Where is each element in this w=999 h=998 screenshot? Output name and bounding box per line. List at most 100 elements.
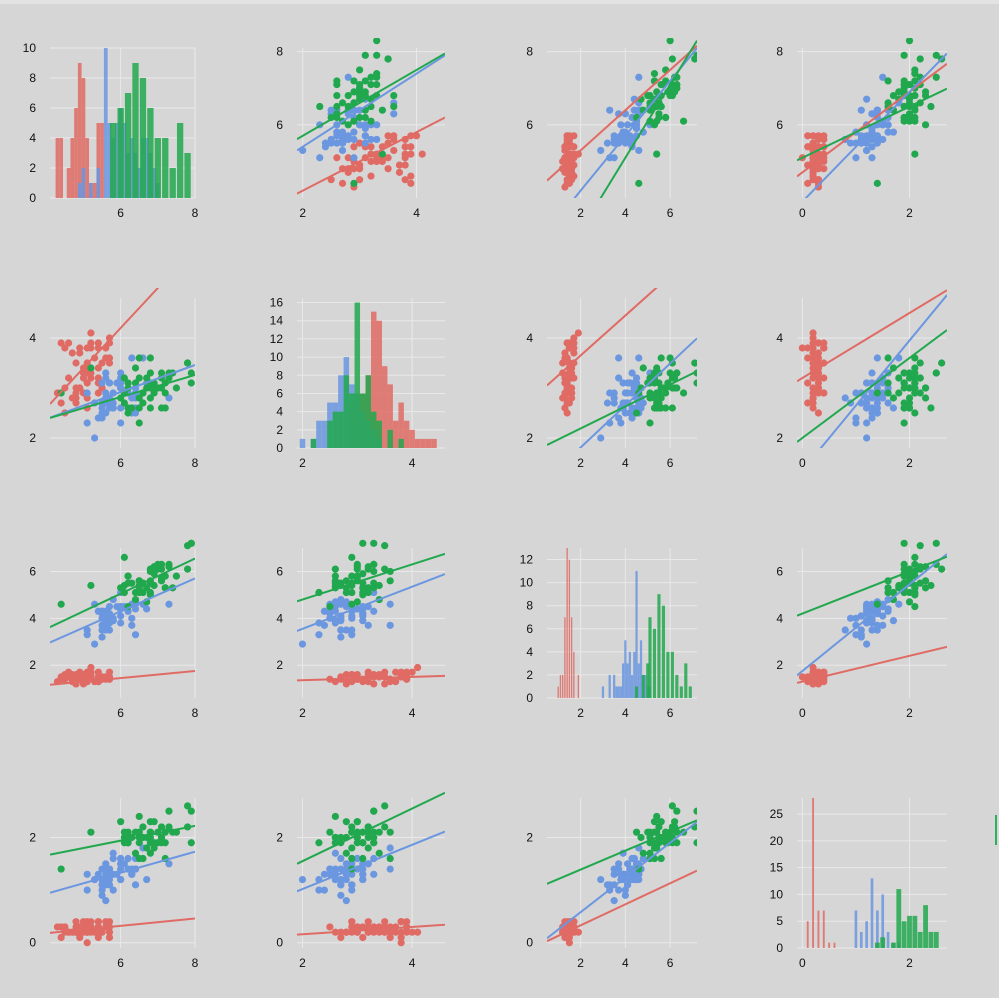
scatter-point bbox=[895, 600, 903, 608]
scatter-point bbox=[353, 839, 361, 847]
scatter-point bbox=[635, 146, 643, 155]
regression-line bbox=[50, 577, 195, 644]
scatter-point bbox=[348, 870, 356, 878]
scatter-point bbox=[83, 870, 91, 878]
scatter-point bbox=[364, 670, 372, 679]
scatter-point bbox=[135, 374, 143, 382]
scatter-point bbox=[857, 631, 865, 639]
scatter-point bbox=[359, 570, 367, 578]
panel-r0-c3: 0 2 6 8 bbox=[776, 38, 947, 220]
scatter-point bbox=[621, 409, 629, 417]
scatter-point bbox=[619, 379, 627, 387]
scatter-point bbox=[342, 670, 350, 679]
scatter-point bbox=[135, 812, 143, 821]
hist-bar bbox=[688, 686, 692, 698]
hist-bar bbox=[144, 138, 149, 198]
scatter-point bbox=[338, 99, 347, 107]
scatter-point bbox=[348, 677, 356, 686]
scatter-point bbox=[565, 344, 573, 352]
scatter-point bbox=[94, 668, 102, 676]
hist-bar bbox=[354, 302, 361, 448]
scatter-point bbox=[350, 179, 358, 187]
hist-bar bbox=[137, 168, 142, 198]
scatter-point bbox=[356, 121, 364, 129]
scatter-point bbox=[361, 113, 369, 122]
hist-bar bbox=[891, 942, 896, 948]
hist-bar bbox=[124, 93, 132, 198]
scatter-point bbox=[183, 565, 192, 573]
scatter-point bbox=[161, 389, 169, 397]
scatter-point bbox=[338, 146, 347, 155]
hist-bar bbox=[613, 674, 616, 698]
scatter-point bbox=[397, 933, 405, 942]
scatter-point bbox=[820, 344, 828, 352]
hist-bar bbox=[81, 168, 86, 198]
scatter-point bbox=[911, 584, 919, 592]
scatter-point bbox=[83, 379, 91, 387]
hist-bar bbox=[833, 942, 836, 948]
hist-bar bbox=[928, 931, 934, 948]
scatter-point bbox=[337, 600, 345, 608]
scatter-point bbox=[79, 374, 88, 382]
scatter-point bbox=[390, 91, 398, 100]
scatter-point bbox=[407, 172, 415, 180]
scatter-point bbox=[337, 854, 345, 863]
scatter-point bbox=[804, 179, 812, 187]
scatter-point bbox=[378, 150, 386, 158]
scatter-point bbox=[157, 577, 166, 585]
regression-line bbox=[547, 821, 697, 940]
scatter-point bbox=[331, 602, 339, 611]
scatter-point bbox=[342, 626, 350, 634]
scatter-point bbox=[326, 828, 334, 836]
scatter-point bbox=[664, 839, 672, 847]
panel-r1-c3: 0 2 2 4 bbox=[776, 289, 947, 470]
scatter-point bbox=[146, 404, 154, 412]
regression-line bbox=[297, 116, 445, 195]
scatter-point bbox=[161, 839, 169, 847]
scatter-point bbox=[610, 389, 618, 397]
scatter-point bbox=[57, 865, 65, 873]
scatter-point bbox=[342, 588, 350, 597]
scatter-point bbox=[868, 369, 876, 377]
scatter-point bbox=[348, 572, 356, 580]
scatter-point bbox=[386, 828, 394, 836]
scatter-point bbox=[597, 146, 605, 155]
scatter-point bbox=[610, 394, 618, 402]
scatter-point bbox=[635, 354, 643, 362]
scatter-point bbox=[298, 640, 307, 648]
x-tick-label: 2 bbox=[299, 456, 306, 470]
scatter-point bbox=[650, 369, 659, 377]
scatter-point bbox=[117, 875, 125, 884]
scatter-point bbox=[157, 823, 166, 831]
x-tick-label: 2 bbox=[577, 956, 584, 970]
scatter-point bbox=[814, 176, 823, 184]
scatter-point bbox=[863, 419, 871, 427]
scatter-point bbox=[139, 854, 147, 863]
x-tick-label: 4 bbox=[622, 456, 629, 470]
scatter-point bbox=[370, 567, 378, 576]
scatter-point bbox=[679, 389, 688, 397]
scatter-point bbox=[666, 38, 674, 45]
scatter-point bbox=[172, 572, 181, 580]
scatter-point bbox=[657, 354, 665, 362]
scatter-point bbox=[128, 621, 136, 629]
scatter-point bbox=[203, 834, 210, 841]
scatter-point bbox=[364, 621, 372, 629]
scatter-point bbox=[76, 384, 84, 392]
scatter-point bbox=[635, 179, 643, 187]
scatter-point bbox=[884, 607, 892, 615]
scatter-point bbox=[574, 329, 582, 337]
panel-r0-c0: 6 8 0 2 4 6 8 10 bbox=[23, 41, 199, 220]
scatter-point bbox=[673, 807, 681, 815]
hist-bar bbox=[812, 798, 815, 948]
scatter-point bbox=[879, 389, 887, 397]
hist-bar bbox=[117, 108, 124, 198]
regression-line bbox=[50, 557, 195, 629]
scatter-point bbox=[814, 677, 823, 686]
scatter-point bbox=[61, 923, 69, 931]
scatter-point bbox=[337, 865, 345, 873]
scatter-point bbox=[868, 394, 876, 402]
scatter-point bbox=[814, 359, 823, 367]
scatter-point bbox=[353, 854, 361, 863]
scatter-point bbox=[568, 176, 576, 184]
